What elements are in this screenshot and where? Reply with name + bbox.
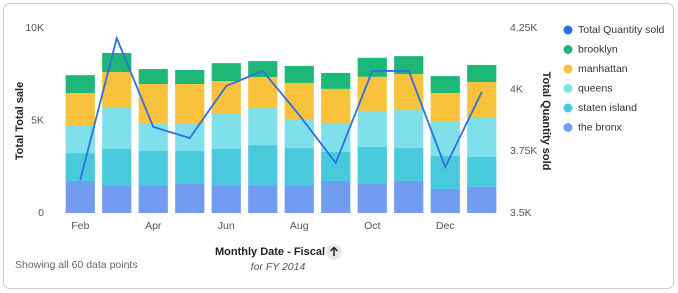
bar-segment (248, 77, 278, 109)
bar-segment (321, 72, 351, 89)
bar-segment (321, 88, 351, 123)
bar-segment (211, 148, 241, 186)
x-axis-subtitle: for FY 2014 (251, 261, 306, 273)
legend-label: Total Quantity sold (578, 24, 665, 36)
legend-label: the bronx (578, 121, 623, 133)
x-axis-title: Monthly Date - Fiscal (215, 246, 325, 258)
bar-segment (467, 156, 497, 187)
bar-segment (357, 57, 387, 77)
legend-marker (563, 123, 573, 132)
y-tick-label: 10K (25, 22, 44, 34)
bar-segment (430, 121, 460, 157)
y2-tick-label: 3.75K (510, 145, 537, 157)
bar-segment (138, 69, 168, 85)
bar-segment (430, 93, 460, 122)
bar-segment (175, 151, 205, 184)
bar-segment (357, 146, 387, 184)
bar-segment (138, 185, 168, 213)
legend-marker (563, 103, 573, 113)
bar-segment (175, 183, 205, 213)
y-axis-title: Total Total sale (14, 82, 26, 160)
bar-segment (357, 110, 387, 147)
bar-segment (284, 65, 314, 83)
bar-segment (65, 180, 95, 213)
bar-segment (175, 84, 205, 125)
bar-segment (284, 82, 314, 120)
bar-segment (211, 114, 241, 149)
bar-segment (357, 183, 387, 213)
bar-segment (65, 75, 95, 94)
bar-segment (467, 116, 497, 157)
x-tick-label: Apr (145, 220, 162, 232)
bar-segment (394, 56, 424, 75)
bar-segment (248, 108, 278, 146)
bar-segment (138, 151, 168, 186)
bar-segment (248, 185, 278, 213)
x-tick-label: Aug (290, 220, 309, 232)
bar-segment (284, 148, 314, 186)
bar-segment (102, 106, 132, 149)
bar-segment (430, 76, 460, 94)
x-tick-label: Oct (364, 220, 380, 232)
legend-marker (563, 25, 573, 35)
bar-segment (175, 69, 205, 85)
legend-marker (563, 84, 573, 93)
bar-segment (284, 185, 314, 213)
legend-label: staten island (578, 102, 637, 114)
bar-segment (248, 145, 278, 186)
bar-segment (321, 151, 351, 181)
legend-label: queens (578, 82, 612, 94)
legend-label: manhattan (578, 63, 628, 75)
y-tick-label: 0 (38, 207, 44, 219)
x-tick-label: Feb (71, 220, 89, 232)
line-series (79, 35, 483, 181)
y2-tick-label: 4.25K (510, 22, 537, 34)
bar-segment (211, 63, 241, 82)
x-tick-label: Dec (436, 220, 455, 232)
x-tick-label: Jun (218, 220, 235, 232)
bar-segment (467, 186, 497, 213)
bar-segment (394, 180, 424, 213)
bar-segment (357, 76, 387, 111)
y2-tick-label: 3.5K (510, 207, 532, 219)
bar-segment (394, 74, 424, 111)
y2-tick-label: 4K (510, 83, 523, 95)
bar-segment (430, 156, 460, 189)
bar-segment (467, 65, 497, 83)
y-tick-label: 5K (31, 114, 44, 126)
legend-marker (563, 45, 573, 54)
bar-segment (430, 188, 460, 213)
bar-segment (65, 93, 95, 126)
legend-label: brooklyn (578, 43, 618, 55)
bar-segment (102, 185, 132, 213)
sort-button[interactable] (326, 244, 342, 260)
bar-segment (321, 180, 351, 213)
legend-marker (563, 64, 573, 74)
bar-segment (394, 148, 424, 181)
bar-segment (394, 110, 424, 149)
y2-axis-title: Total Quantity sold (540, 72, 552, 171)
footer-note: Showing all 60 data points (15, 259, 138, 271)
bar-segment (284, 119, 314, 149)
bar-segment (102, 148, 132, 186)
bar-segment (211, 185, 241, 213)
